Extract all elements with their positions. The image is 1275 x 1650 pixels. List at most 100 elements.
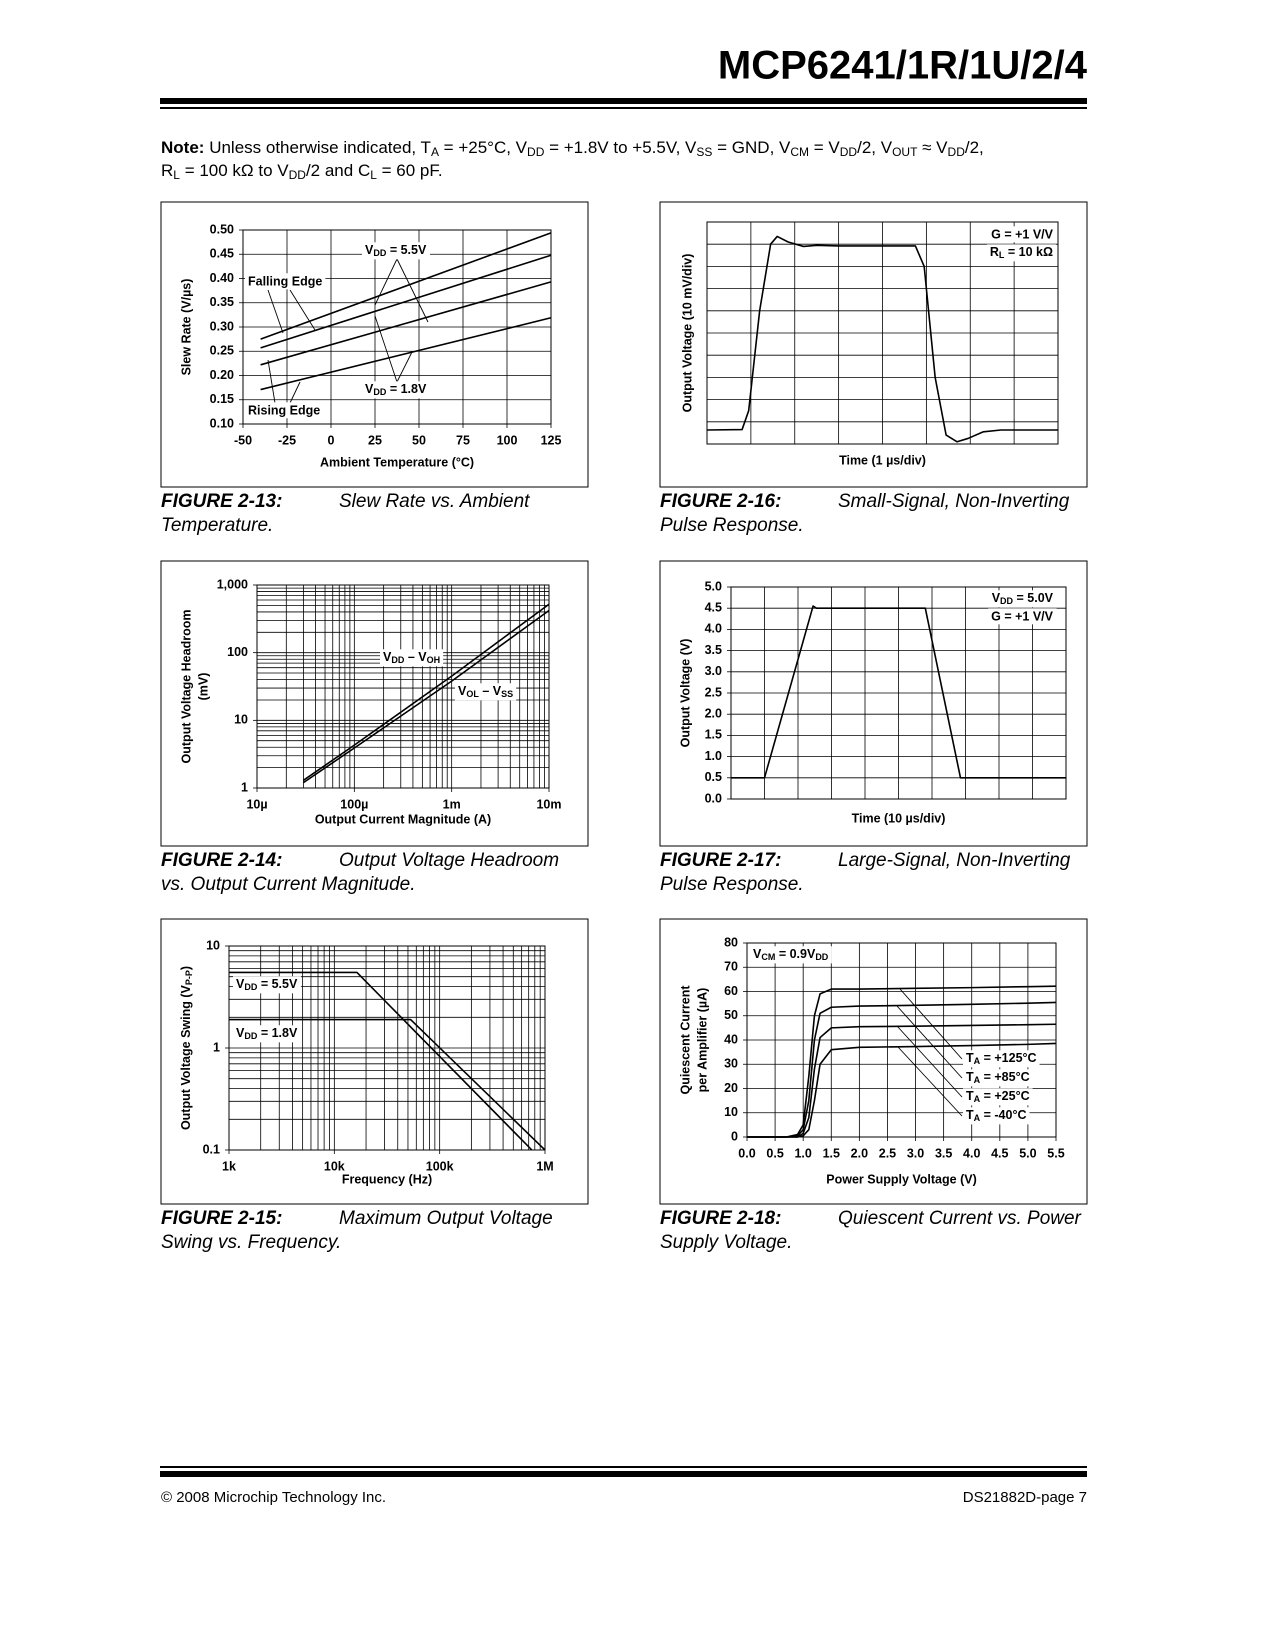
annotation: G = +1 V/V [991,227,1054,241]
subscript: OL [466,689,479,699]
x-tick-label: 0.5 [766,1146,783,1160]
label-background [750,946,832,964]
text-part: = 60 pF. [376,161,443,180]
y-axis-label: Slew Rate (V/µs) [179,279,193,376]
subscript: OH [427,655,441,665]
subscript: A [974,1075,981,1085]
pointer-line [267,359,276,404]
text-part: Output Voltage Swing (V [179,984,193,1130]
y-tick-label: 10 [206,938,220,952]
pointer-line [289,381,301,404]
x-axis-label: Output Current Magnitude (A) [315,812,491,826]
chart-frame [659,201,1088,488]
y-tick-label: 0 [731,1129,738,1143]
header-rule [160,98,1087,104]
y-tick-label: 0.50 [210,222,234,236]
plot-border [730,586,1067,800]
y-tick-label: 2.5 [705,685,722,699]
label-background [986,244,1056,262]
chart-frame [659,918,1088,1205]
subscript: DD [839,145,858,159]
plot-border [256,584,550,789]
data-line [260,232,552,340]
footer-rule [160,1466,1087,1468]
series-label: TA = +85°C [966,1070,1030,1085]
figure-title: Quiescent Current vs. Power Supply Volta… [660,1208,1081,1253]
x-tick-label: 1.0 [794,1146,811,1160]
y-tick-label: 80 [724,935,738,949]
y-tick-label: 0.30 [210,319,234,333]
figure-caption: FIGURE 2-14: Output Voltage Headroom vs. … [161,849,588,897]
subscript: DD [1000,596,1013,606]
text-part: V [753,947,762,961]
text-part: = 5.0V [1013,591,1054,605]
data-line [229,971,533,1151]
y-tick-label: 0.45 [210,247,234,261]
text-part: – V [404,650,427,664]
data-line [229,1018,546,1151]
text-part: T [966,1051,974,1065]
data-line [747,1042,1057,1138]
series-label: VDD = 1.8V [236,1026,298,1041]
series-label: TA = +25°C [966,1089,1030,1104]
data-line [747,1001,1057,1138]
page-title: MCP6241/1R/1U/2/4 [718,44,1088,88]
y-tick-label: 1.5 [705,728,722,742]
x-tick-label: 10µ [246,797,267,811]
text-part: = +25°C, V [438,138,528,157]
x-tick-label: -50 [234,433,252,447]
subscript: DD [815,952,828,962]
series-label: VDD = 5.5V [236,977,298,992]
label-background [362,381,430,399]
label-background [988,226,1057,243]
text-part: = +25°C [980,1089,1029,1103]
y-tick-label: 0.40 [210,271,234,285]
y-tick-label: 0.0 [705,791,722,805]
figure-title: Small-Signal, Non-Inverting Pulse Respon… [660,491,1070,536]
y-tick-label: 60 [724,984,738,998]
text-part: V [383,650,392,664]
series-label: VDD – VOH [383,650,440,665]
label-background [963,1069,1033,1087]
text-part: = 10 kΩ [1004,245,1053,259]
text-part: /2, V [857,138,893,157]
text-part: = -40°C [980,1108,1026,1122]
text-part: = +125°C [980,1051,1036,1065]
subscript: DD [373,248,386,258]
y-tick-label: 1,000 [217,577,248,591]
label-background [988,608,1057,625]
label-background [963,1050,1040,1068]
y-tick-label: 70 [724,960,738,974]
subscript: A [974,1113,981,1123]
text-part: = 100 kΩ to V [179,161,289,180]
x-tick-label: 25 [368,433,382,447]
text-part: = 0.9V [775,947,816,961]
text-part: T [966,1070,974,1084]
x-tick-label: 2.5 [879,1146,896,1160]
y-tick-label: 40 [724,1032,738,1046]
y-tick-label: 0.5 [705,770,722,784]
series-label: TA = -40°C [966,1108,1026,1123]
text-part: = 5.5V [257,977,298,991]
x-tick-label: 0.0 [738,1146,755,1160]
chart-frame [160,201,589,488]
figure-caption: FIGURE 2-17: Large-Signal, Non-Inverting … [660,849,1087,897]
figure-caption: FIGURE 2-15: Maximum Output Voltage Swing… [161,1207,588,1255]
x-tick-label: 1k [222,1159,236,1173]
pointer-line [396,351,413,383]
pointer-line [289,289,316,331]
note: Note: Unless otherwise indicated, TA = +… [161,136,984,182]
y-tick-label: 0.35 [210,295,234,309]
text-part: = +85°C [980,1070,1029,1084]
subscript: A [430,145,439,159]
x-tick-label: 1m [443,797,461,811]
series-label: VOL – VSS [458,684,513,699]
label-background [455,683,517,701]
y-tick-label: 50 [724,1008,738,1022]
label-background [963,1088,1033,1106]
text-part: = V [809,138,840,157]
figure-number: FIGURE 2-15: [161,1208,283,1229]
subscript: CM [761,952,775,962]
